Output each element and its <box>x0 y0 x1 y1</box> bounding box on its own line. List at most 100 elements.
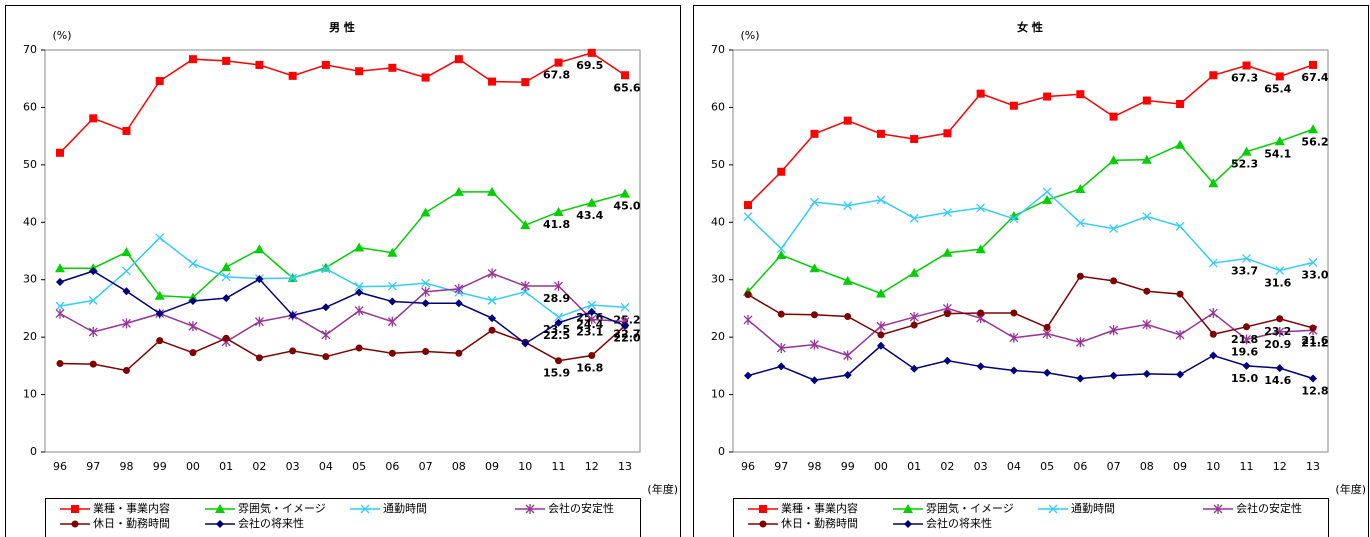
x-tick-label: 97 <box>86 460 100 473</box>
plot-area <box>732 49 1329 453</box>
marker <box>621 321 629 330</box>
marker <box>288 311 297 320</box>
marker <box>776 343 786 354</box>
marker <box>55 308 65 319</box>
data-label: 15.9 <box>543 367 570 380</box>
marker <box>88 295 98 305</box>
x-tick-label: 98 <box>807 460 821 473</box>
marker <box>222 56 231 65</box>
y-tick-label: 20 <box>711 330 725 343</box>
marker <box>744 371 752 380</box>
marker <box>1010 309 1018 317</box>
marker <box>525 504 535 514</box>
marker <box>122 318 131 329</box>
data-label: 16.8 <box>576 362 603 375</box>
marker <box>255 275 264 284</box>
marker <box>1175 139 1186 149</box>
marker <box>222 334 230 342</box>
y-tick-label: 70 <box>711 43 725 56</box>
marker <box>222 294 231 303</box>
marker <box>555 357 563 365</box>
series-line <box>59 325 626 372</box>
marker <box>976 362 985 371</box>
marker <box>1275 72 1284 81</box>
marker <box>254 316 264 327</box>
y-tick-label: 30 <box>711 273 725 286</box>
x-tick-label: 08 <box>452 460 466 473</box>
marker <box>55 301 65 311</box>
y-tick-label: 60 <box>23 100 37 113</box>
panel-frame <box>693 5 1369 537</box>
marker <box>521 339 530 348</box>
marker <box>188 321 198 332</box>
marker <box>215 504 225 513</box>
marker <box>122 266 131 276</box>
marker <box>909 267 920 277</box>
marker <box>322 353 330 361</box>
marker <box>121 247 132 257</box>
data-label: 67.3 <box>1231 72 1258 85</box>
x-tick-label: 00 <box>186 460 200 473</box>
marker <box>1242 334 1251 345</box>
x-tick-label: 06 <box>1073 460 1087 473</box>
marker <box>977 309 985 317</box>
marker <box>904 520 912 528</box>
marker <box>321 264 331 274</box>
plot-area <box>44 49 641 453</box>
data-label: 67.4 <box>1301 71 1328 84</box>
marker <box>943 310 951 318</box>
marker <box>321 303 330 312</box>
marker <box>586 197 597 207</box>
marker <box>975 244 986 254</box>
marker <box>488 314 497 323</box>
marker <box>89 114 98 123</box>
legend-label: 会社の安定性 <box>1236 501 1302 515</box>
marker <box>587 314 597 325</box>
marker <box>877 331 885 339</box>
marker <box>1009 332 1019 343</box>
series-line <box>60 191 626 299</box>
marker <box>1242 61 1251 70</box>
marker <box>221 262 232 272</box>
marker <box>1209 71 1218 80</box>
marker <box>759 520 767 528</box>
marker <box>1076 272 1084 280</box>
x-tick-label: 05 <box>1040 460 1054 473</box>
marker <box>453 186 464 196</box>
marker <box>122 366 130 374</box>
x-tick-label: 11 <box>552 460 566 473</box>
data-label: 65.6 <box>613 81 640 94</box>
legend-box <box>45 498 641 537</box>
marker <box>360 504 370 514</box>
marker <box>844 312 852 320</box>
x-tick-label: 97 <box>774 460 788 473</box>
x-tick-label: 01 <box>907 460 921 473</box>
marker <box>942 247 953 257</box>
marker <box>1075 218 1085 228</box>
marker <box>777 362 786 371</box>
marker <box>976 89 985 98</box>
y-tick-label: 20 <box>23 330 37 343</box>
marker <box>587 307 596 316</box>
y-tick-label: 10 <box>711 388 725 401</box>
data-label: 23.1 <box>576 325 603 338</box>
marker <box>388 63 397 72</box>
y-unit: (%) <box>740 29 759 42</box>
marker <box>1142 369 1151 378</box>
marker <box>777 167 786 176</box>
y-tick-label: 60 <box>711 100 725 113</box>
marker <box>744 291 752 299</box>
chart-title: 女 性 <box>1017 20 1043 34</box>
x-tick-label: 03 <box>974 460 988 473</box>
marker <box>743 314 753 325</box>
marker <box>420 207 431 217</box>
marker <box>421 278 431 288</box>
marker <box>554 58 563 67</box>
legend-label: 休日・勤務時間 <box>781 516 858 530</box>
marker <box>809 263 820 273</box>
series-line <box>59 52 626 154</box>
marker <box>1308 124 1318 134</box>
marker <box>387 281 397 291</box>
data-label: 33.7 <box>1231 264 1258 277</box>
marker <box>454 283 464 294</box>
